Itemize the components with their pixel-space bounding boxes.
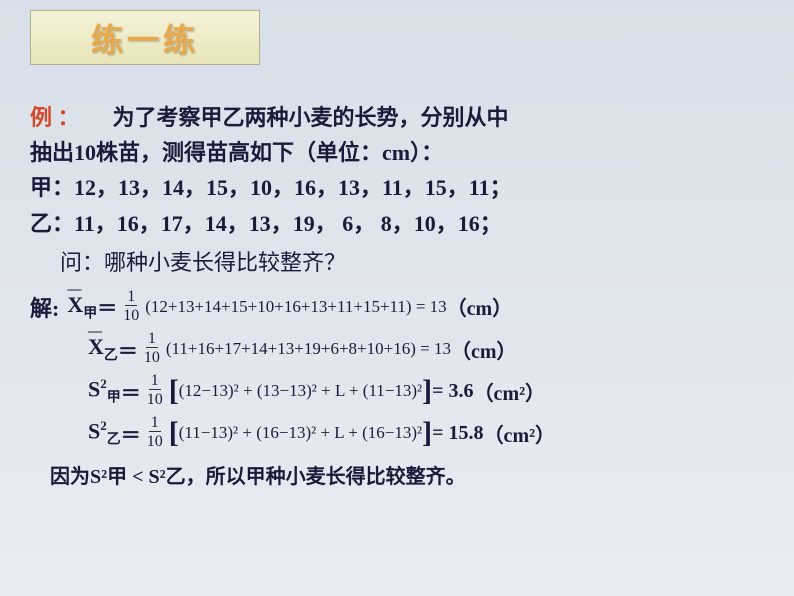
problem-line1: 为了考察甲乙两种小麦的长势，分别从中 — [69, 105, 509, 130]
frac-1-10: 1 10 — [145, 373, 165, 409]
equals: ＝ — [118, 335, 138, 364]
unit-cm: （cm） — [447, 292, 513, 321]
equals: ＝ — [121, 377, 141, 406]
frac-1-10: 1 10 — [142, 331, 162, 367]
mean-jia-expr: (12+13+14+15+10+16+13+11+15+11) = 13 — [145, 297, 446, 317]
frac-1-10: 1 10 — [121, 289, 141, 325]
jia-data: 12，13，14，15，10，16，13，11，15，11； — [74, 175, 512, 200]
x-jia-var: — X甲 — [67, 292, 97, 322]
yi-data: 11，16，17，14，13，19， 6， 8，10，16； — [74, 211, 502, 236]
var-jia-expr: (12−13)² + (13−13)² + L + (11−13)² — [179, 381, 422, 401]
problem-block: 例 ： 为了考察甲乙两种小麦的长势，分别从中 抽出10株苗，测得苗高如下（单位：… — [30, 100, 764, 241]
equals: ＝ — [121, 419, 141, 448]
right-bracket-icon: ] — [422, 379, 432, 403]
var-yi-expr: (11−13)² + (16−13)² + L + (16−13)² — [179, 423, 422, 443]
title-box: 练一练 — [30, 10, 260, 65]
title-text: 练一练 — [91, 15, 199, 61]
var-jia-row: S2甲 ＝ 1 10 [ (12−13)² + (13−13)² + L + (… — [80, 373, 764, 409]
var-jia-result: = 3.6 — [432, 380, 473, 403]
content: 例 ： 为了考察甲乙两种小麦的长势，分别从中 抽出10株苗，测得苗高如下（单位：… — [30, 100, 764, 489]
bar-icon: — — [67, 282, 81, 298]
question: 问：哪种小麦长得比较整齐？ — [60, 245, 764, 277]
problem-line2: 抽出10株苗，测得苗高如下（单位：cm）： — [30, 140, 443, 165]
frac-1-10: 1 10 — [145, 415, 165, 451]
left-bracket-icon: [ — [169, 379, 179, 403]
conclusion: 因为S²甲 < S²乙，所以甲种小麦长得比较整齐。 — [50, 460, 764, 489]
x-yi-var: — X乙 — [88, 334, 118, 364]
left-bracket-icon: [ — [169, 421, 179, 445]
example-label: 例 ： — [30, 105, 69, 130]
solution-block: 解: — X甲 ＝ 1 10 (12+13+14+15+10+16+13+11+… — [30, 289, 764, 489]
mean-jia-row: 解: — X甲 ＝ 1 10 (12+13+14+15+10+16+13+11+… — [30, 289, 764, 325]
equals: ＝ — [97, 292, 117, 321]
unit-cm2: （cm²） — [474, 377, 546, 406]
bar-icon: — — [88, 324, 102, 340]
jia-label: 甲： — [30, 175, 74, 200]
yi-label: 乙： — [30, 211, 74, 236]
s2-jia-var: S2甲 — [88, 376, 121, 407]
unit-cm2: （cm²） — [484, 419, 556, 448]
unit-cm: （cm） — [451, 335, 517, 364]
right-bracket-icon: ] — [422, 421, 432, 445]
s2-yi-var: S2乙 — [88, 418, 121, 449]
var-yi-result: = 15.8 — [432, 422, 483, 445]
mean-yi-row: — X乙 ＝ 1 10 (11+16+17+14+13+19+6+8+10+16… — [80, 331, 764, 367]
mean-yi-expr: (11+16+17+14+13+19+6+8+10+16) = 13 — [166, 339, 451, 359]
solution-label: 解: — [30, 291, 59, 323]
var-yi-row: S2乙 ＝ 1 10 [ (11−13)² + (16−13)² + L + (… — [80, 415, 764, 451]
